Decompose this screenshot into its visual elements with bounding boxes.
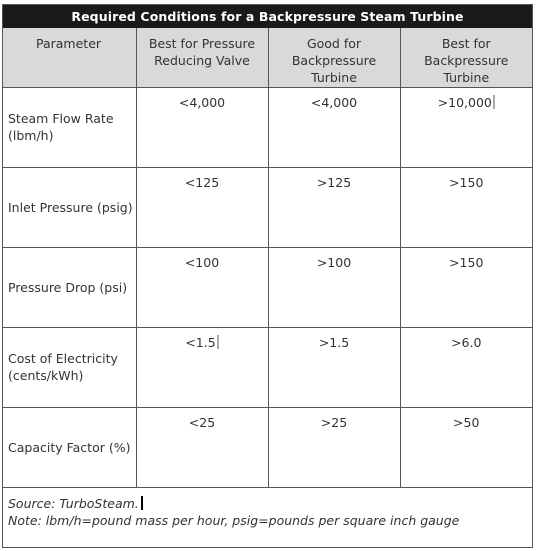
table-row: Pressure Drop (psi) <100 >100 >150 <box>3 246 532 328</box>
row-label: Cost of Electricity (cents/kWh) <box>3 326 137 408</box>
cell-value: >150 <box>399 246 532 328</box>
cell-value: <4,000 <box>135 86 269 168</box>
cell-value: <125 <box>135 166 269 248</box>
cell-value: >1.5 <box>267 326 401 408</box>
header-parameter: Parameter <box>3 28 137 88</box>
cell-value: <100 <box>135 246 269 328</box>
table-footer[interactable]: Source: TurboSteam. Note: lbm/h=pound ma… <box>3 473 532 548</box>
table-row: Capacity Factor (%) <25 >25 >50 <box>3 406 532 488</box>
cell-value: >125 <box>267 166 401 248</box>
cell-value: >6.0 <box>399 326 532 408</box>
abbreviation-note: Note: lbm/h=pound mass per hour, psig=po… <box>8 513 460 528</box>
cell-value: >100 <box>267 246 401 328</box>
source-note: Source: TurboSteam. <box>8 495 532 512</box>
row-label: Pressure Drop (psi) <box>3 246 137 328</box>
header-row: Parameter Best for Pressure Reducing Val… <box>3 28 532 88</box>
conditions-table-frame: Required Conditions for a Backpressure S… <box>2 4 533 548</box>
cell-value: >25 <box>267 406 401 488</box>
table-row: Steam Flow Rate (lbm/h) <4,000 <4,000 >1… <box>3 86 532 168</box>
header-good-backpressure-turbine: Good for Backpressure Turbine <box>267 28 401 88</box>
header-best-backpressure-turbine: Best for Backpressure Turbine <box>399 28 532 88</box>
cell-value: >150 <box>399 166 532 248</box>
conditions-table: Parameter Best for Pressure Reducing Val… <box>3 28 532 488</box>
text-cursor <box>492 94 495 109</box>
table-row: Cost of Electricity (cents/kWh) <1.5 >1.… <box>3 326 532 408</box>
cell-value: <25 <box>135 406 269 488</box>
text-cursor <box>216 334 219 349</box>
row-label: Steam Flow Rate (lbm/h) <box>3 86 137 168</box>
cell-value: <4,000 <box>267 86 401 168</box>
cell-value: >50 <box>399 406 532 488</box>
cell-value[interactable]: >10,000 <box>399 86 532 168</box>
table-title: Required Conditions for a Backpressure S… <box>3 5 532 28</box>
table-row: Inlet Pressure (psig) <125 >125 >150 <box>3 166 532 248</box>
row-label: Inlet Pressure (psig) <box>3 166 137 248</box>
row-label: Capacity Factor (%) <box>3 406 137 488</box>
header-pressure-reducing-valve: Best for Pressure Reducing Valve <box>135 28 269 88</box>
text-cursor <box>140 496 143 510</box>
cell-value[interactable]: <1.5 <box>135 326 269 408</box>
